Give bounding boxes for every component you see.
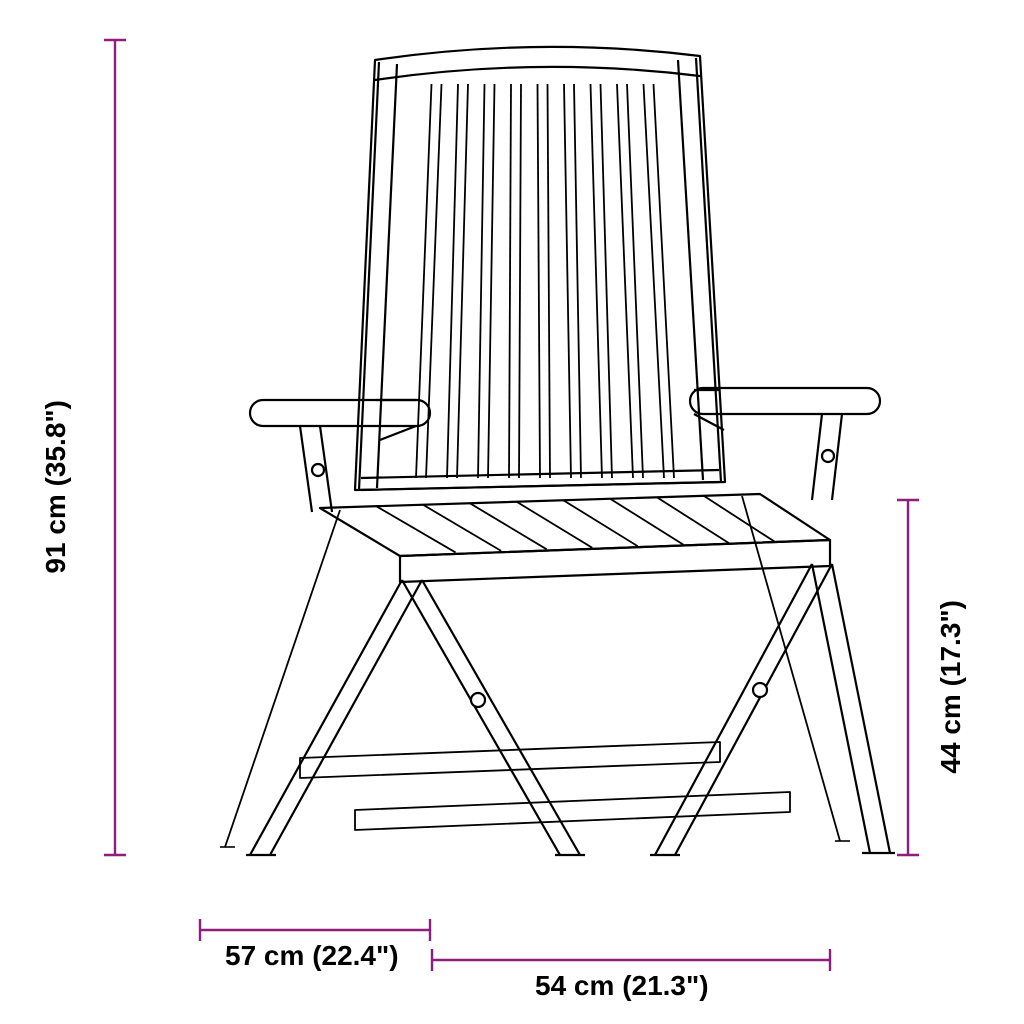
dim-width: 54 cm (21.3") xyxy=(535,970,709,1002)
dim-seat-height-cm: 44 cm xyxy=(935,694,966,773)
dim-width-in: (21.3") xyxy=(622,970,708,1001)
dim-seat-height: 44 cm (17.3") xyxy=(935,600,967,774)
dim-height-total: 91 cm (35.8") xyxy=(40,400,72,574)
dim-depth: 57 cm (22.4") xyxy=(225,940,399,972)
dim-depth-in: (22.4") xyxy=(312,940,398,971)
dim-width-cm: 54 cm xyxy=(535,970,614,1001)
dim-seat-height-in: (17.3") xyxy=(935,600,966,686)
dim-height-total-in: (35.8") xyxy=(40,400,71,486)
dim-depth-cm: 57 cm xyxy=(225,940,304,971)
dim-height-total-cm: 91 cm xyxy=(40,494,71,573)
